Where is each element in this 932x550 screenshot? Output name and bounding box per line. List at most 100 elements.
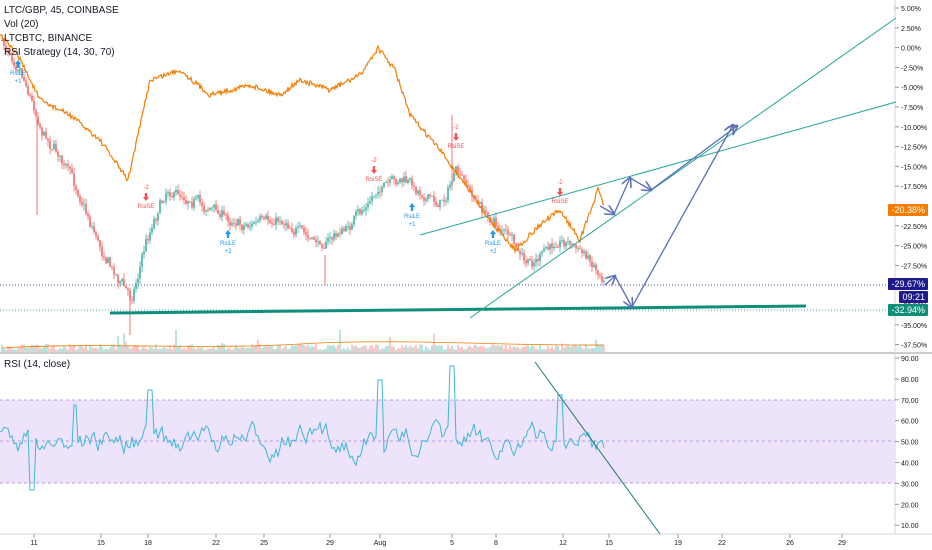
volume-bar <box>273 348 275 352</box>
candle-body <box>345 226 347 232</box>
volume-bar <box>483 346 485 352</box>
candle <box>583 248 585 256</box>
candle <box>499 224 501 236</box>
candle <box>253 220 255 225</box>
candle-body <box>163 201 165 203</box>
volume-bar <box>187 345 189 352</box>
signal-arrow-up-icon <box>225 230 231 238</box>
volume-bar <box>509 345 511 352</box>
volume-bar <box>309 346 311 352</box>
candle-body <box>595 264 597 271</box>
candle-body <box>325 241 327 249</box>
volume-bar <box>561 343 563 352</box>
candle-body <box>537 258 539 261</box>
time-axis-label: 12 <box>559 540 567 547</box>
volume-bar <box>171 349 173 352</box>
candle <box>515 242 517 250</box>
candle <box>37 112 39 126</box>
compare-symbol-label[interactable]: LTCBTC, BINANCE <box>4 33 93 44</box>
candle-body <box>397 182 399 185</box>
candle <box>337 232 339 238</box>
candle-body <box>479 202 481 204</box>
candle-body <box>503 229 505 231</box>
candle-body <box>249 226 251 228</box>
candle <box>201 198 203 212</box>
strategy-label[interactable]: RSI Strategy (14, 30, 70) <box>4 47 115 58</box>
candle <box>51 148 53 151</box>
candle <box>21 67 23 79</box>
candle-body <box>153 219 155 229</box>
candle-body <box>441 199 443 201</box>
candle <box>541 249 543 257</box>
candle <box>419 186 421 200</box>
volume-bar <box>371 345 373 352</box>
candle-body <box>229 221 231 226</box>
candle <box>345 223 347 232</box>
candle <box>353 215 355 228</box>
volume-indicator-label[interactable]: Vol (20) <box>4 19 39 30</box>
candle <box>23 74 25 82</box>
volume-bar <box>409 345 411 352</box>
candle-body <box>201 202 203 206</box>
time-axis-label: 19 <box>674 540 682 547</box>
candle-body <box>323 247 325 249</box>
candle <box>555 241 557 249</box>
candle-body <box>27 85 29 95</box>
candle <box>265 212 267 220</box>
candle-body <box>369 200 371 204</box>
volume-bar <box>427 348 429 352</box>
candle-body <box>109 257 111 267</box>
signal-qty: +2 <box>490 249 498 255</box>
volume-bar <box>281 349 283 352</box>
candle <box>289 225 291 230</box>
signal-qty: -2 <box>143 185 149 191</box>
volume-bar <box>521 347 523 352</box>
candle <box>191 196 193 210</box>
volume-bar <box>137 345 139 352</box>
candle-body <box>527 258 529 264</box>
candle-body <box>139 266 141 279</box>
candle <box>469 184 471 193</box>
volume-bar <box>423 349 425 352</box>
candle <box>527 258 529 267</box>
candle <box>167 189 169 198</box>
volume-bar <box>291 345 293 352</box>
volume-bar <box>183 347 185 352</box>
candle <box>485 206 487 217</box>
candle <box>105 257 107 265</box>
candle-body <box>567 241 569 243</box>
volume-bar <box>327 344 329 352</box>
candle-body <box>505 229 507 231</box>
candle <box>25 78 27 88</box>
candle-body <box>211 207 213 209</box>
volume-bar <box>247 347 249 352</box>
candle <box>549 243 551 255</box>
support-price-tag: -32.94% <box>888 304 928 316</box>
volume-bar <box>493 344 495 352</box>
rsi-legend[interactable]: RSI (14, close) <box>4 359 71 370</box>
candle <box>127 287 129 296</box>
candle-body <box>17 70 19 72</box>
volume-bar <box>325 348 327 352</box>
rsi-axis-label: 10.00 <box>901 523 919 530</box>
volume-bar <box>585 344 587 352</box>
candle-body <box>389 179 391 183</box>
symbol-label[interactable]: LTC/GBP, 45, COINBASE <box>4 5 119 16</box>
volume-bar <box>541 349 543 352</box>
candle-body <box>259 216 261 221</box>
candle <box>365 202 367 216</box>
volume-bar <box>593 348 595 352</box>
candle-body <box>237 219 239 226</box>
candle <box>511 231 513 241</box>
volume-bar <box>581 347 583 352</box>
candle <box>567 236 569 246</box>
volume-bar <box>111 344 113 352</box>
candle-body <box>409 178 411 180</box>
volume-bar <box>73 345 75 352</box>
candle <box>565 241 567 250</box>
candle-body <box>67 163 69 167</box>
volume-bar <box>59 348 61 352</box>
volume-bar <box>503 348 505 352</box>
rsi-axis-label: 80.00 <box>901 377 919 384</box>
